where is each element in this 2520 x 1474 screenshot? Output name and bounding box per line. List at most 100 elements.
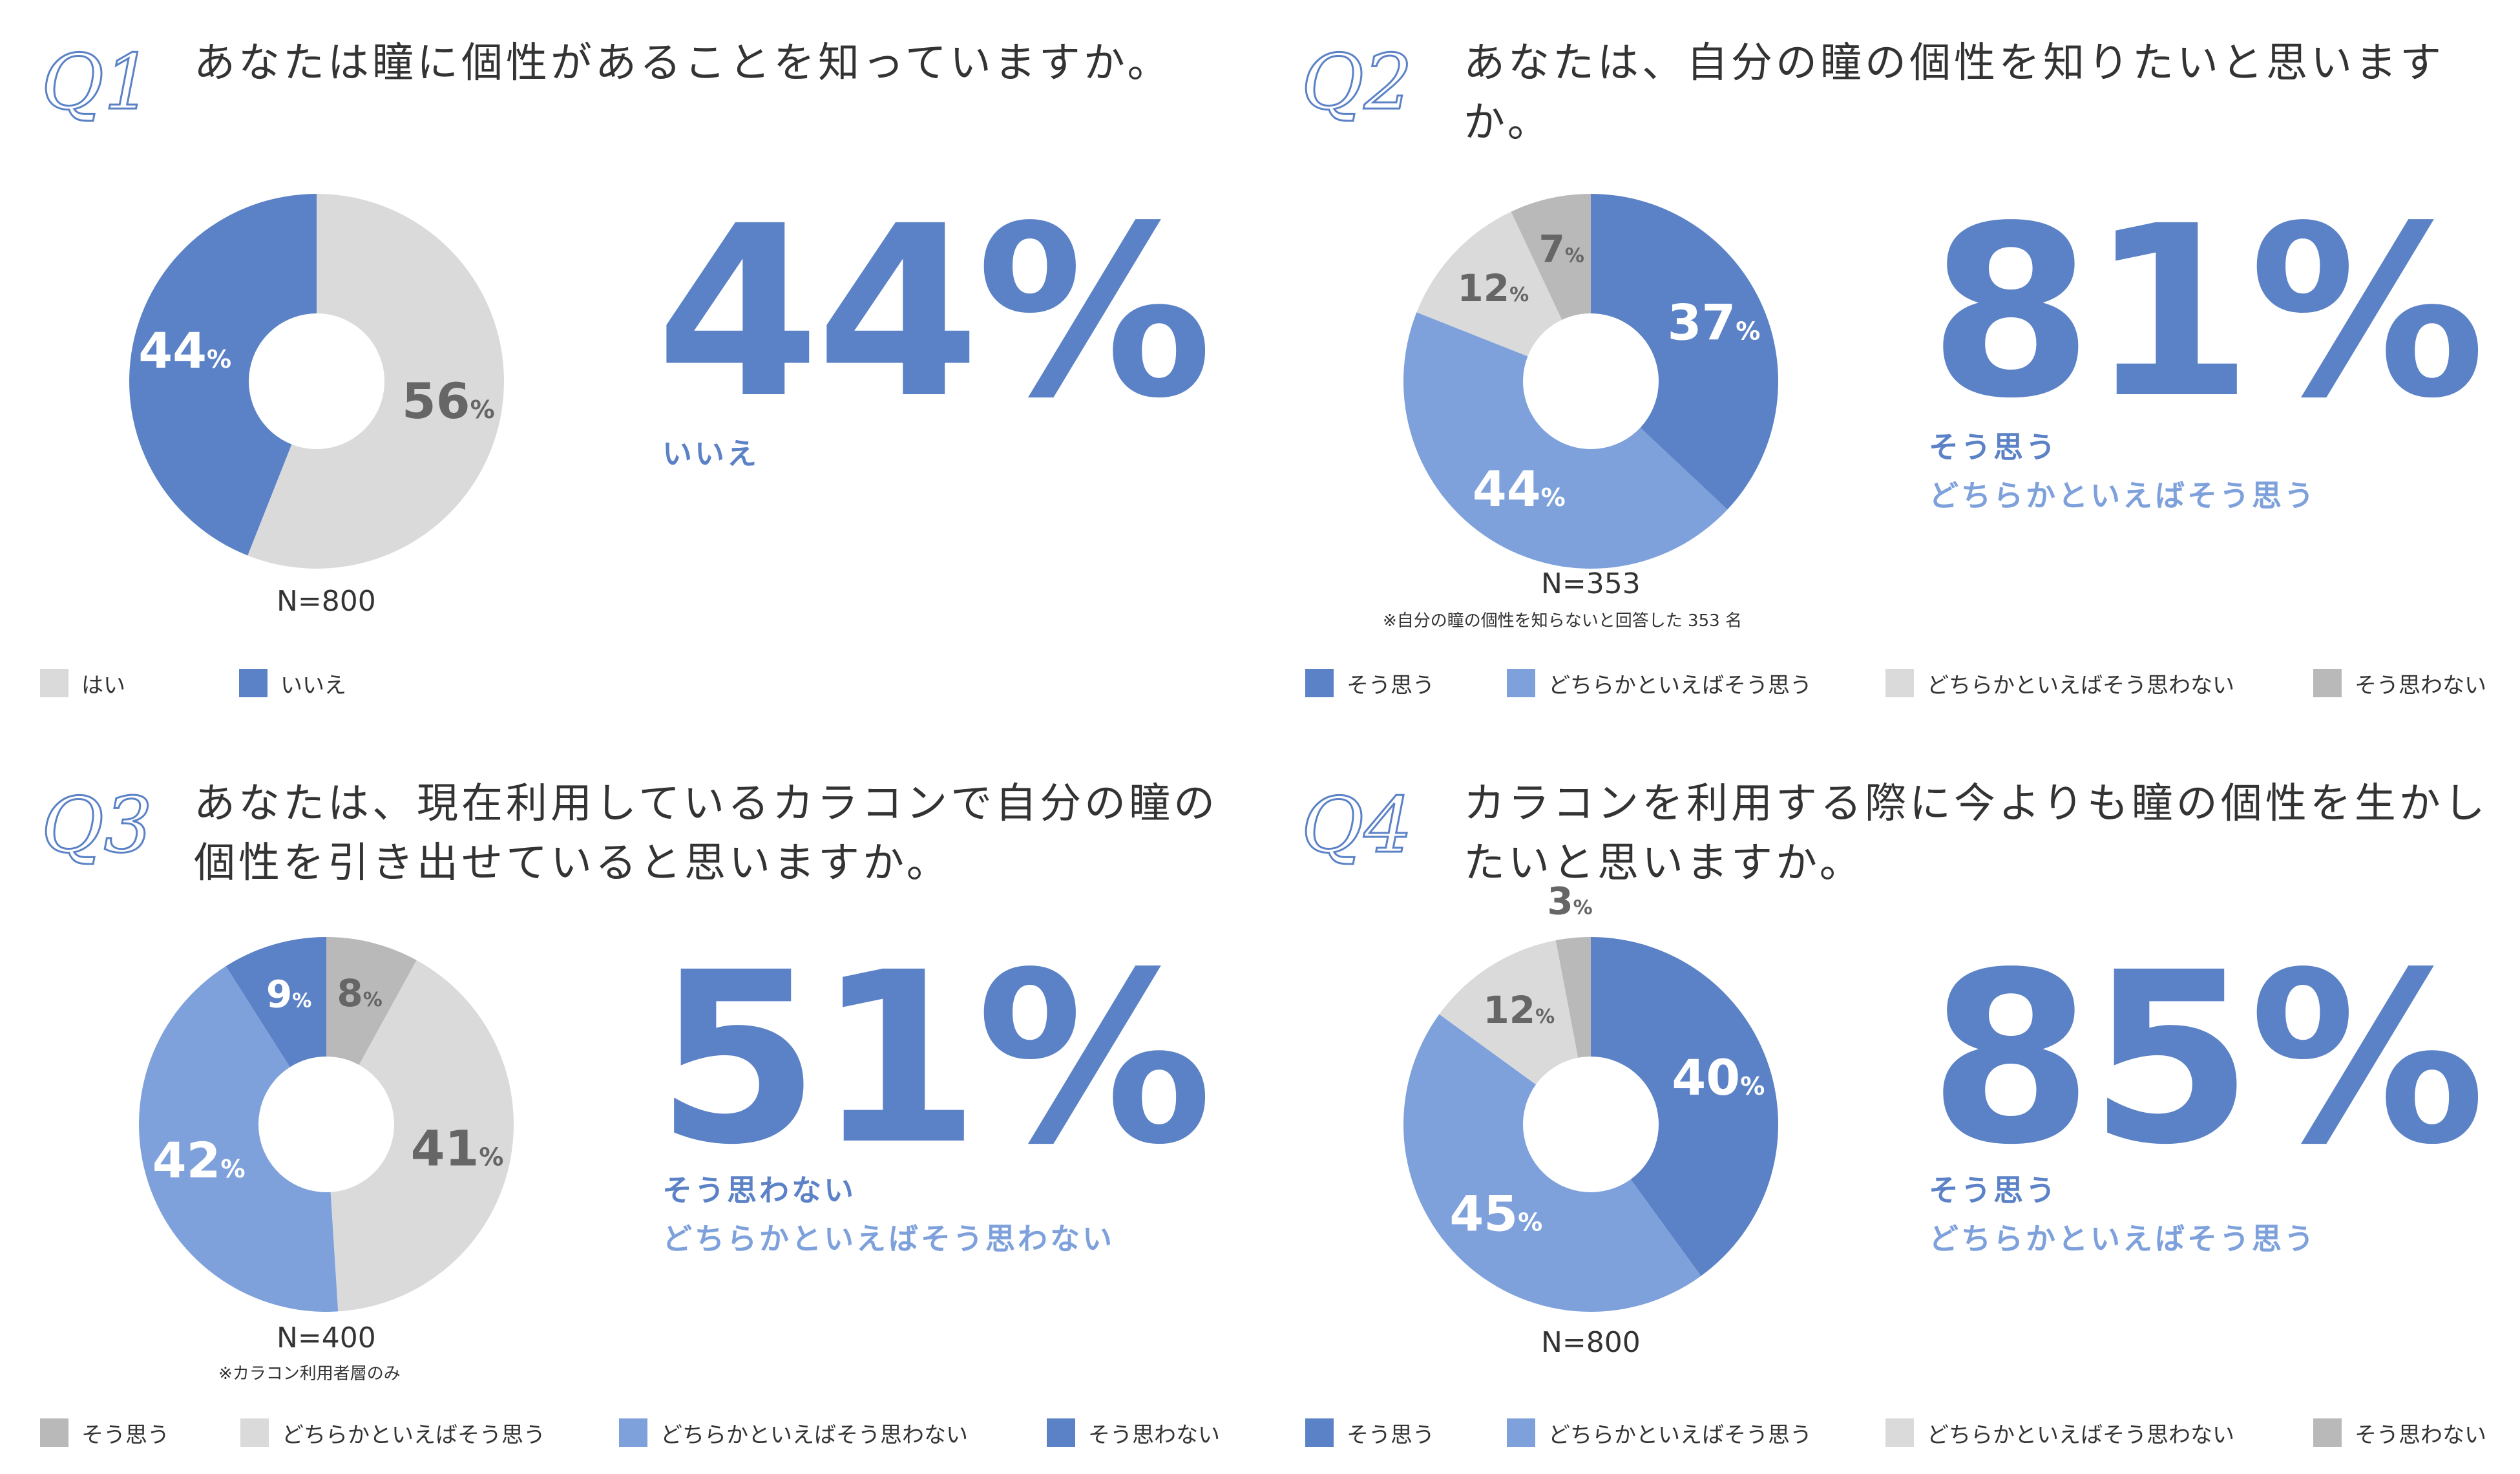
q1-big-value: 44%	[656, 176, 1213, 450]
q-logo-text: Q3	[41, 781, 152, 870]
q4-sub-line-2: どちらかといえばそう思う	[1929, 1221, 2316, 1256]
q3-legend-item-4: そう思わない	[1047, 1418, 1220, 1448]
legend-label: そう思う	[1347, 1422, 1434, 1448]
q4-legend-item-3: どちらかといえばそう思わない	[1885, 1418, 2234, 1448]
legend-swatch	[40, 1418, 68, 1447]
legend-swatch	[40, 669, 68, 697]
q2-legend-item-2: どちらかといえばそう思う	[1507, 669, 1812, 699]
q3-sub-line-2: どちらかといえばそう思わない	[662, 1221, 1115, 1256]
donut-slice	[1403, 312, 1728, 569]
legend-swatch	[2313, 1418, 2342, 1447]
q2-question: あなたは、自分の瞳の個性を知りたいと思いますか。	[1464, 39, 2444, 147]
donut-slice	[1591, 937, 1778, 1276]
q3-legend-item-2: どちらかといえばそう思う	[240, 1418, 545, 1448]
q4-donut-chart: 40% 45% 12% 3%	[1403, 879, 1778, 1312]
legend-swatch	[1507, 669, 1535, 697]
legend-label: そう思わない	[2355, 672, 2486, 699]
panel-q4: Q4 カラコンを利用する際に今よりも瞳の個性を生かしたいと思いますか。 40% 4…	[1260, 737, 2520, 1474]
donut-slice	[129, 194, 317, 556]
q4-legend-item-2: どちらかといえばそう思う	[1507, 1418, 1812, 1448]
legend-label: そう思う	[81, 1422, 169, 1448]
donut-slice	[326, 937, 417, 1065]
slice-label: 9%	[266, 973, 311, 1016]
q3-sub-line-1: そう思わない	[662, 1173, 856, 1208]
slice-label: 8%	[337, 971, 382, 1015]
q3-donut-chart: 8% 41% 42% 9%	[139, 937, 514, 1312]
donut-slice	[1416, 211, 1562, 357]
slice-label: 56%	[402, 372, 495, 430]
slice-label: 45%	[1449, 1185, 1542, 1243]
legend-label: そう思う	[1347, 672, 1434, 699]
q2-legend-item-3: どちらかといえばそう思わない	[1885, 669, 2234, 699]
q2-legend-item-4: そう思わない	[2313, 669, 2486, 699]
slice-label: 12%	[1483, 988, 1555, 1032]
legend-label: そう思わない	[2355, 1422, 2486, 1448]
q4-big-value: 85%	[1929, 922, 2486, 1197]
donut-slice	[226, 937, 326, 1068]
q1-question: あなたは瞳に個性があることを知っていますか。	[194, 39, 1172, 87]
q1-legend-item-2: いいえ	[239, 669, 346, 699]
legend-swatch	[239, 669, 268, 697]
q4-n-label: N=800	[1541, 1326, 1641, 1359]
legend-swatch	[619, 1418, 647, 1447]
legend-swatch	[1305, 1418, 1334, 1447]
slice-label: 3%	[1547, 879, 1592, 923]
legend-swatch	[1507, 1418, 1535, 1447]
donut-slice	[247, 194, 504, 569]
donut-slice	[1591, 194, 1778, 510]
q3-n-label: N=400	[277, 1321, 376, 1354]
legend-label: はい	[81, 672, 125, 699]
panel-q1: Q1 あなたは瞳に個性があることを知っていますか。 56% 44% 44% いいえ…	[0, 0, 1260, 737]
donut-slice	[330, 960, 514, 1312]
q2-note: ※自分の瞳の個性を知らないと回答した 353 名	[1383, 611, 1742, 631]
q4-legend-item-1: そう思う	[1305, 1418, 1434, 1448]
legend-label: どちらかといえばそう思わない	[1927, 672, 2234, 699]
donut-slice	[1439, 940, 1579, 1085]
q4-logo: Q4	[1301, 780, 1414, 871]
legend-swatch	[1047, 1418, 1075, 1447]
legend-swatch	[240, 1418, 269, 1447]
slice-label: 41%	[411, 1119, 504, 1177]
q1-donut-chart: 56% 44%	[129, 194, 504, 569]
donut-slice	[1555, 937, 1591, 1058]
legend-label: そう思わない	[1088, 1422, 1220, 1448]
legend-swatch	[1885, 1418, 1914, 1447]
legend-label: どちらかといえばそう思う	[1548, 1422, 1812, 1448]
legend-label: どちらかといえばそう思わない	[1927, 1422, 2234, 1448]
q2-big-value: 81%	[1929, 176, 2486, 450]
q2-sub-line-2: どちらかといえばそう思う	[1929, 478, 2316, 513]
slice-label: 7%	[1539, 227, 1584, 271]
q2-donut-chart: 37% 44% 12%7%	[1403, 194, 1778, 569]
legend-label: どちらかといえばそう思う	[1548, 672, 1812, 699]
slice-label: 37%	[1668, 294, 1761, 352]
q3-question: あなたは、現在利用しているカラコンで自分の瞳の個性を引き出せていると思いますか。	[194, 780, 1219, 887]
legend-swatch	[2313, 669, 2342, 697]
q-logo-text: Q4	[1301, 781, 1412, 870]
legend-label: どちらかといえばそう思う	[282, 1422, 545, 1448]
legend-swatch	[1305, 669, 1334, 697]
q1-n-label: N=800	[277, 585, 376, 618]
slice-label: 44%	[138, 322, 231, 379]
q1-legend-item-1: はい	[40, 669, 125, 699]
q2-n-label: N=353	[1541, 567, 1641, 600]
q1-logo: Q1	[41, 37, 154, 128]
q-logo-text: Q1	[41, 37, 152, 127]
q4-legend-item-4: そう思わない	[2313, 1418, 2486, 1448]
q3-legend-item-1: そう思う	[40, 1418, 169, 1448]
legend-label: いいえ	[280, 672, 346, 699]
slice-label: 42%	[152, 1132, 246, 1189]
donut-slice	[1511, 194, 1591, 320]
panel-q3: Q3 あなたは、現在利用しているカラコンで自分の瞳の個性を引き出せていると思いま…	[0, 737, 1260, 1474]
legend-swatch	[1885, 669, 1914, 697]
q3-logo: Q3	[41, 780, 154, 871]
q1-sub-line-1: いいえ	[662, 436, 759, 471]
q4-sub-line-1: そう思う	[1929, 1173, 2058, 1208]
slice-label: 44%	[1473, 460, 1566, 518]
q3-legend-item-3: どちらかといえばそう思わない	[619, 1418, 968, 1448]
legend-label: どちらかといえばそう思わない	[660, 1422, 968, 1448]
donut-slice	[1403, 1014, 1701, 1312]
donut-slice	[139, 966, 339, 1312]
q3-big-value: 51%	[656, 922, 1213, 1197]
slice-label: 40%	[1672, 1049, 1765, 1106]
